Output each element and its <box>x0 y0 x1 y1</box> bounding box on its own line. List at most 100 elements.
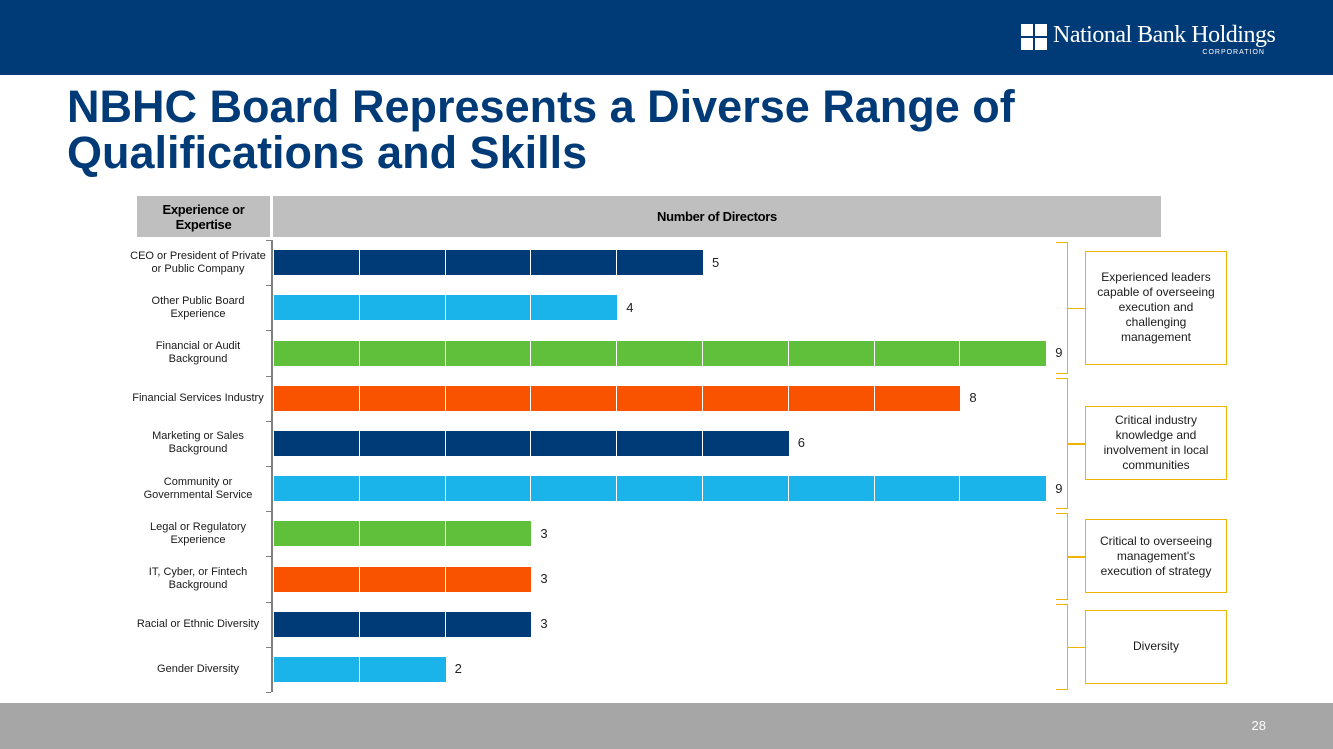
axis-tick <box>266 511 271 513</box>
bar-segment <box>617 430 703 456</box>
bar-segment <box>445 476 532 502</box>
bar-segment <box>960 340 1047 366</box>
bar-segment <box>274 476 360 502</box>
bar-segment <box>874 385 961 411</box>
bar-segment <box>274 611 360 637</box>
data-label: 9 <box>1055 345 1063 360</box>
data-label: 4 <box>626 299 634 315</box>
bar-segment <box>274 521 360 547</box>
bar-segment <box>874 476 961 502</box>
bar-segment <box>359 430 446 456</box>
axis-tick <box>266 240 271 241</box>
bar-segment <box>617 476 703 502</box>
column-header-value-text: Number of Directors <box>657 209 777 224</box>
category-label: Other Public Board Experience <box>151 294 245 320</box>
axis-tick <box>266 285 271 287</box>
axis-tick <box>266 692 271 693</box>
bar-segment <box>617 340 703 366</box>
footer-bar: 28 <box>0 703 1333 749</box>
column-header-value: Number of Directors <box>273 196 1161 237</box>
axis-tick <box>266 556 271 558</box>
group-label-box: Critical industry knowledge and involvem… <box>1085 406 1227 481</box>
bar-segment <box>702 430 789 456</box>
data-label: 9 <box>1055 480 1063 496</box>
group-label-box: Critical to overseeing management's exec… <box>1085 519 1227 594</box>
top-banner: National Bank Holdings CORPORATION <box>0 0 1333 75</box>
bar-segment <box>359 611 446 637</box>
page-number: 28 <box>1251 718 1266 733</box>
category-axis <box>271 240 273 692</box>
bar-segment <box>274 566 360 592</box>
group-bracket <box>1056 513 1068 600</box>
bar-segment <box>359 476 446 502</box>
category-label: Legal or Regulatory Experience <box>149 520 246 546</box>
category-label: Gender Diversity <box>157 662 239 675</box>
bar <box>274 656 446 682</box>
data-label: 8 <box>969 390 977 406</box>
data-label: 6 <box>797 435 806 451</box>
bar-segment <box>359 521 446 547</box>
category-label: Financial Services Industry <box>132 391 264 404</box>
bar-segment <box>445 340 532 366</box>
category-label: IT, Cyber, or Fintech Background <box>148 565 248 591</box>
data-label: 3 <box>540 616 548 632</box>
axis-tick <box>266 375 271 377</box>
group-bracket-stem <box>1068 646 1085 649</box>
bar-segment <box>359 566 446 592</box>
bar-segment <box>445 385 532 411</box>
bar-segment <box>445 566 532 592</box>
bar-segment <box>359 250 446 276</box>
category-label: Community or Governmental Service <box>143 475 253 501</box>
column-header-category-text: Experience or Expertise <box>162 201 245 232</box>
data-label: 5 <box>712 254 720 270</box>
axis-tick <box>266 420 271 422</box>
bar <box>274 430 789 456</box>
bar-segment <box>445 295 532 321</box>
bar-segment <box>788 340 875 366</box>
column-header-category: Experience or Expertise <box>137 196 270 237</box>
bar-segment <box>617 385 703 411</box>
bar <box>274 611 532 637</box>
category-label: Marketing or Sales Background <box>152 430 244 456</box>
data-label: 2 <box>454 661 462 677</box>
axis-tick <box>266 466 271 467</box>
data-label: 3 <box>540 571 548 586</box>
logo-name: National Bank Holdings <box>1053 22 1276 48</box>
bar-segment <box>788 476 875 502</box>
group-bracket-stem <box>1068 307 1085 310</box>
bar-segment <box>359 385 446 411</box>
bar <box>274 385 961 411</box>
slide-title: NBHC Board Represents a Diverse Range of… <box>67 81 1015 178</box>
bar <box>274 340 1047 366</box>
bar-segment <box>617 250 703 276</box>
group-bracket-stem <box>1068 556 1085 558</box>
bar <box>274 295 618 321</box>
bar-segment <box>531 476 618 502</box>
bar-segment <box>274 295 360 321</box>
bar-segment <box>445 521 532 547</box>
axis-tick <box>266 646 271 648</box>
bar-segment <box>788 385 875 411</box>
bar-segment <box>274 340 360 366</box>
data-label: 3 <box>540 525 548 541</box>
logo-subtext: CORPORATION <box>1202 49 1265 56</box>
group-bracket-stem <box>1068 443 1085 445</box>
category-label: CEO or President of Private or Public Co… <box>130 249 266 275</box>
group-bracket <box>1056 377 1068 510</box>
category-label: Financial or Audit Background <box>155 339 241 365</box>
bar-segment <box>531 385 618 411</box>
bar-segment <box>702 385 789 411</box>
axis-tick <box>266 601 271 603</box>
bar-segment <box>274 385 360 411</box>
bar-segment <box>531 250 618 276</box>
bar-segment <box>531 295 618 321</box>
category-label: Racial or Ethnic Diversity <box>136 617 260 630</box>
bar-segment <box>702 340 789 366</box>
bar-segment <box>531 340 618 366</box>
company-logo: National Bank Holdings CORPORATION <box>1021 22 1276 58</box>
group-bracket <box>1056 242 1068 374</box>
bar-segment <box>274 430 360 456</box>
bar <box>274 521 532 547</box>
bar-segment <box>531 430 618 456</box>
bar-segment <box>445 611 532 637</box>
